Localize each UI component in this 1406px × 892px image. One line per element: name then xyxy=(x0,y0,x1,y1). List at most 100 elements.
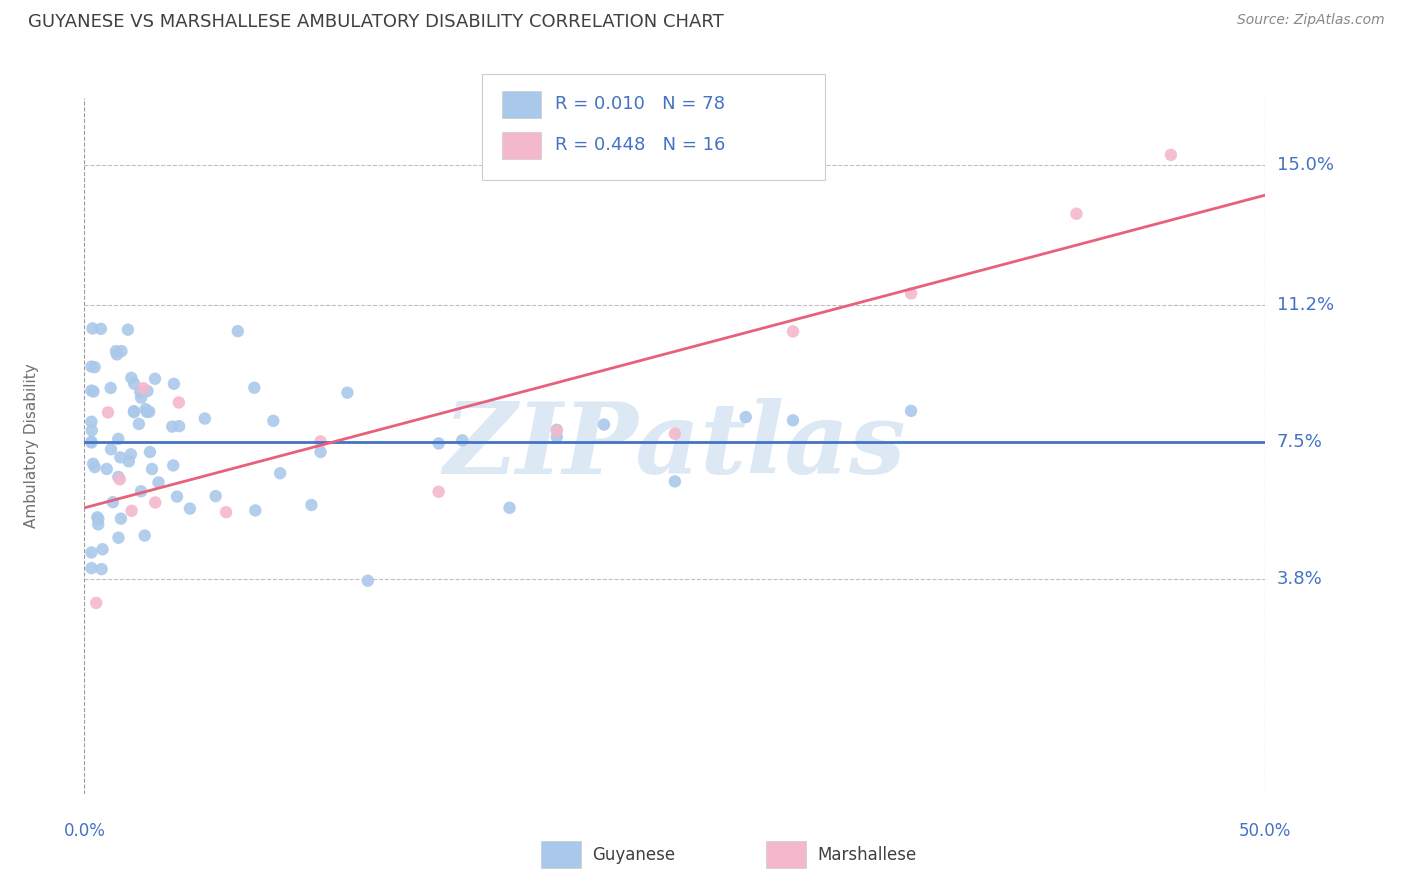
Point xyxy=(80,434,103,449)
Point xyxy=(83,460,105,475)
Point xyxy=(120,371,142,385)
Point xyxy=(96,462,118,476)
Point xyxy=(336,385,359,400)
Point xyxy=(105,347,128,361)
Text: 3.8%: 3.8% xyxy=(1277,570,1322,588)
Point xyxy=(100,381,122,395)
Point xyxy=(80,435,103,450)
Point xyxy=(900,286,922,301)
Text: R = 0.010   N = 78: R = 0.010 N = 78 xyxy=(555,95,725,113)
Point xyxy=(664,475,686,489)
Point xyxy=(122,405,145,419)
Point xyxy=(734,410,756,425)
Point xyxy=(782,325,804,339)
Point xyxy=(163,376,186,391)
Point xyxy=(80,384,103,398)
Point xyxy=(194,411,217,425)
Point xyxy=(1066,207,1088,221)
Text: 0.0%: 0.0% xyxy=(63,822,105,839)
Text: 11.2%: 11.2% xyxy=(1277,296,1334,314)
Point xyxy=(451,434,474,448)
Point xyxy=(121,504,143,518)
Text: R = 0.448   N = 16: R = 0.448 N = 16 xyxy=(555,136,725,154)
Point xyxy=(167,395,190,409)
Point xyxy=(593,417,616,432)
Point xyxy=(80,359,103,374)
Text: ZIPatlas: ZIPatlas xyxy=(444,398,905,494)
Point xyxy=(309,434,332,449)
Point xyxy=(132,381,155,395)
Point xyxy=(162,419,184,434)
Point xyxy=(143,495,166,509)
Point xyxy=(357,574,380,588)
Point xyxy=(179,501,201,516)
Point xyxy=(101,495,124,509)
Point xyxy=(135,405,157,419)
Point xyxy=(90,562,112,576)
Text: Marshallese: Marshallese xyxy=(817,846,917,863)
Point xyxy=(107,531,129,545)
Point xyxy=(215,505,238,519)
Point xyxy=(138,405,160,419)
Point xyxy=(110,511,132,525)
Point xyxy=(91,542,114,557)
Point xyxy=(204,489,226,503)
Point xyxy=(141,462,163,476)
Point xyxy=(243,381,266,395)
Text: GUYANESE VS MARSHALLESE AMBULATORY DISABILITY CORRELATION CHART: GUYANESE VS MARSHALLESE AMBULATORY DISAB… xyxy=(28,13,724,31)
Point xyxy=(110,450,132,465)
Point xyxy=(664,426,686,441)
Point xyxy=(110,344,132,359)
Point xyxy=(80,545,103,559)
Point xyxy=(269,467,291,481)
Point xyxy=(97,405,120,419)
Text: 15.0%: 15.0% xyxy=(1277,156,1333,174)
Point xyxy=(245,503,267,517)
Point xyxy=(139,445,162,459)
Point xyxy=(546,424,568,438)
Point xyxy=(135,402,157,417)
Point xyxy=(143,372,166,386)
Point xyxy=(87,517,110,532)
Point xyxy=(226,324,249,338)
Text: Guyanese: Guyanese xyxy=(592,846,675,863)
Point xyxy=(782,413,804,427)
Point xyxy=(148,475,170,490)
Point xyxy=(104,344,127,359)
Point xyxy=(129,391,152,405)
Point xyxy=(83,360,105,375)
Point xyxy=(108,472,131,486)
Point xyxy=(120,447,142,461)
Point xyxy=(427,436,450,450)
Text: Source: ZipAtlas.com: Source: ZipAtlas.com xyxy=(1237,13,1385,28)
Point xyxy=(107,432,129,446)
Point xyxy=(80,561,103,575)
Point xyxy=(162,458,184,473)
Point xyxy=(546,423,568,437)
Point xyxy=(129,484,152,499)
Point xyxy=(498,500,520,515)
Point xyxy=(80,415,103,429)
Point xyxy=(900,404,922,418)
Point xyxy=(80,424,103,438)
Point xyxy=(87,512,110,526)
Point xyxy=(122,376,145,391)
Point xyxy=(134,528,156,542)
Point xyxy=(136,384,159,398)
Point xyxy=(90,322,112,336)
Point xyxy=(166,490,188,504)
Point xyxy=(86,510,108,524)
Point xyxy=(122,404,145,418)
Point xyxy=(299,498,322,512)
Point xyxy=(118,454,141,468)
Point xyxy=(309,445,332,459)
Point xyxy=(117,323,139,337)
Point xyxy=(1160,148,1182,162)
Point xyxy=(427,484,450,499)
Point xyxy=(84,596,107,610)
Point xyxy=(82,384,104,399)
Text: 7.5%: 7.5% xyxy=(1277,434,1323,451)
Point xyxy=(546,430,568,444)
Point xyxy=(167,419,190,434)
Point xyxy=(128,417,150,431)
